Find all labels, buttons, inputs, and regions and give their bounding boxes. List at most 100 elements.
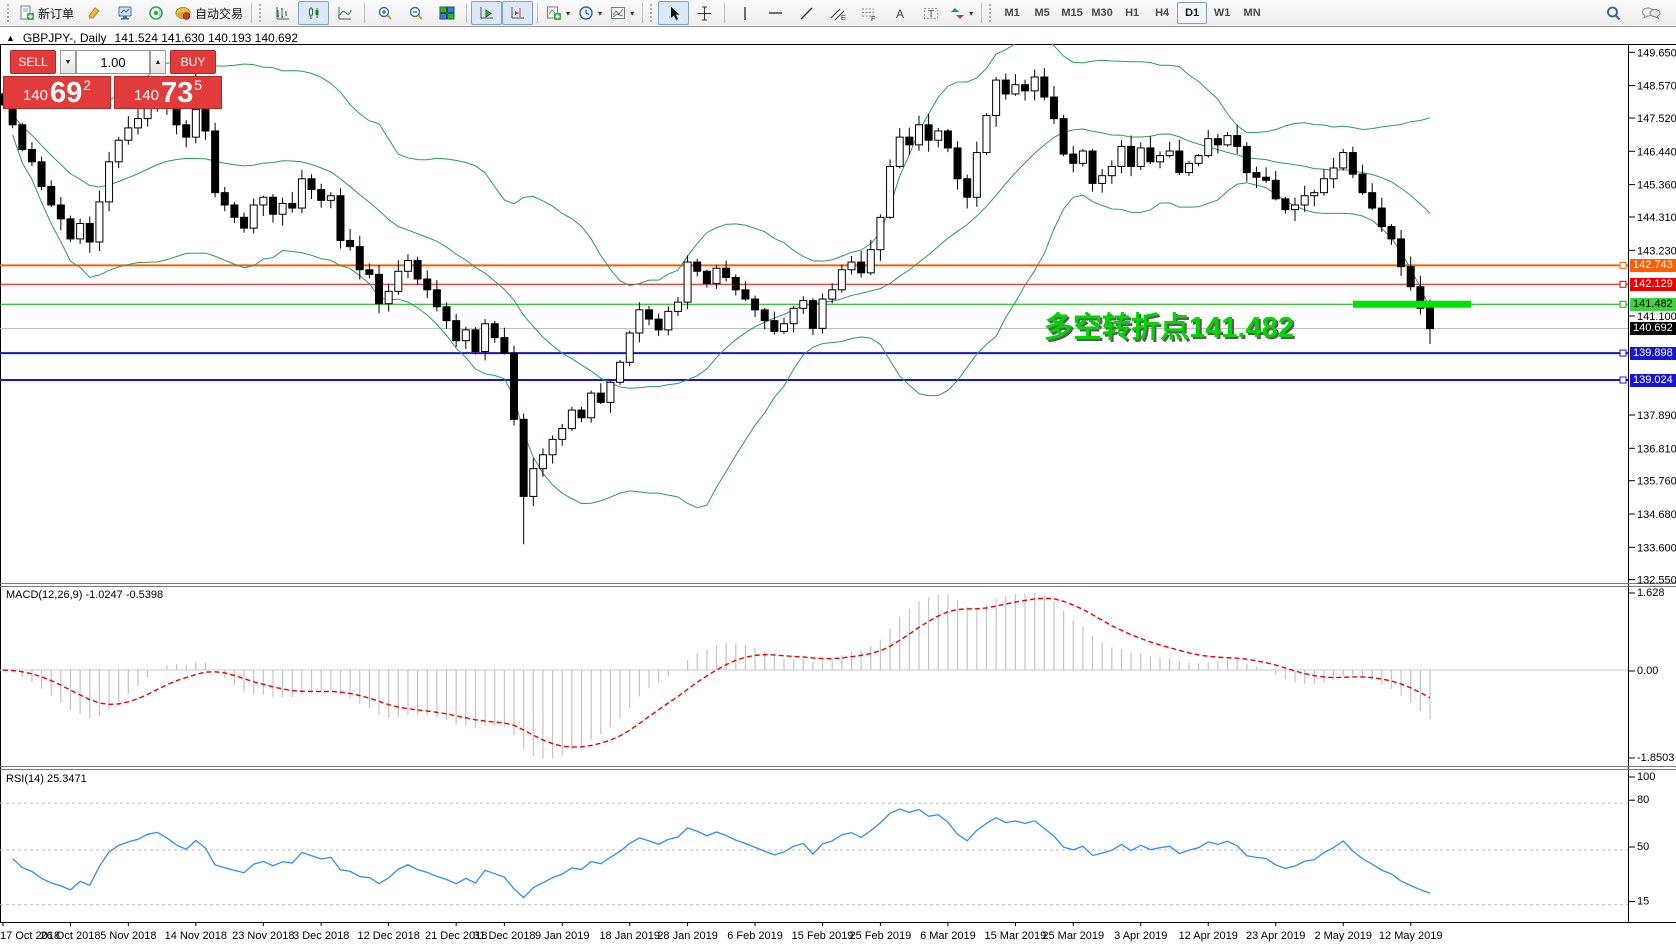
equidistant-channel-button[interactable]: E (822, 1, 853, 25)
svg-text:28 Jan 2019: 28 Jan 2019 (657, 930, 718, 942)
indicators-button[interactable]: ▾ (542, 1, 574, 25)
vertical-line-icon (743, 6, 746, 20)
indicators-icon (547, 6, 562, 20)
ohlc-readout: 141.524 141.630 140.193 140.692 (114, 31, 299, 45)
svg-text:26 Oct 2018: 26 Oct 2018 (41, 930, 101, 942)
arrows-button[interactable]: ▾ (946, 1, 977, 25)
highlighter-button[interactable] (78, 1, 109, 25)
rsi-panel[interactable] (0, 802, 1628, 906)
line-chart-button[interactable] (329, 1, 360, 25)
search-button[interactable] (1598, 1, 1629, 25)
macd-panel[interactable] (0, 593, 1628, 759)
svg-text:F: F (871, 16, 875, 21)
toolbar: 新订单 自动交易 (0, 0, 1676, 27)
timeframe-w1[interactable]: W1 (1213, 7, 1231, 19)
text-label-icon: T (923, 7, 938, 20)
autotrading-label: 自动交易 (195, 6, 244, 21)
main-price-panel[interactable] (0, 36, 1628, 545)
volume-input[interactable]: 1.00 (76, 50, 150, 74)
toolbar-separator (642, 3, 644, 23)
svg-text:12 Dec 2018: 12 Dec 2018 (357, 930, 419, 942)
zoom-out-button[interactable] (400, 1, 431, 25)
timeframe-d1[interactable]: D1 (1177, 2, 1208, 24)
svg-text:14 Nov 2018: 14 Nov 2018 (165, 930, 227, 942)
autotrading-button[interactable]: 自动交易 (171, 1, 247, 25)
candlestick-chart-button[interactable] (298, 1, 330, 25)
collapse-arrow-icon[interactable]: ▲ (6, 33, 15, 43)
hline-handle[interactable] (1619, 349, 1627, 357)
timeframe-m15[interactable]: M15 (1061, 7, 1083, 19)
buy-button[interactable]: BUY (170, 50, 216, 74)
hline-handle[interactable] (1619, 300, 1627, 308)
chart-shift-button[interactable] (502, 1, 534, 25)
volume-decrease-button[interactable]: ▼ (60, 50, 76, 74)
timeframe-h4[interactable]: H4 (1155, 7, 1170, 19)
tile-windows-button[interactable] (431, 1, 462, 25)
macd-label: MACD(12,26,9) -1.0247 -0.5398 (6, 589, 163, 601)
trade-panel-controls: SELL ▼ 1.00 ▲ BUY (10, 50, 216, 74)
svg-text:136.810: 136.810 (1637, 443, 1676, 455)
cursor-button[interactable] (658, 1, 690, 25)
svg-text:144.310: 144.310 (1637, 212, 1676, 224)
svg-text:12 Apr 2019: 12 Apr 2019 (1179, 930, 1238, 942)
pivot-highlight-bar[interactable] (1353, 300, 1471, 308)
chart-shift-icon (511, 7, 524, 19)
text-label-button[interactable]: T (915, 1, 946, 25)
line-chart-icon (338, 7, 352, 20)
buy-price-prefix: 140 (133, 87, 159, 104)
svg-text:5 Nov 2018: 5 Nov 2018 (100, 930, 156, 942)
chart-canvas[interactable]: 149.650 148.570 147.520 146.440 145.360 144.3… (0, 28, 1676, 949)
macd-histogram (12, 593, 1431, 759)
svg-text:3 Dec 2018: 3 Dec 2018 (293, 930, 349, 942)
candles-layer (0, 68, 1434, 545)
svg-text:E: E (841, 15, 846, 21)
volume-increase-button[interactable]: ▲ (150, 50, 166, 74)
timeframe-m1[interactable]: M1 (1004, 7, 1020, 19)
hline-handle[interactable] (1619, 261, 1627, 269)
svg-text:3 Apr 2019: 3 Apr 2019 (1114, 930, 1167, 942)
periods-button[interactable]: ▾ (574, 1, 606, 25)
pivot-annotation[interactable]: 多空转折点141.482 (1044, 312, 1294, 344)
fibonacci-button[interactable]: F (853, 1, 884, 25)
toolbar-grip (650, 4, 655, 22)
sell-price[interactable]: 140 69 2 (3, 76, 111, 109)
rsi-label: RSI(14) 25.3471 (6, 773, 87, 785)
timeframe-m5[interactable]: M5 (1034, 7, 1050, 19)
chart-area[interactable]: 149.650 148.570 147.520 146.440 145.360 144.3… (0, 28, 1676, 949)
symbol-period-label: GBPJPY-, Daily (22, 31, 107, 45)
hline-handle[interactable] (1619, 376, 1627, 384)
toolbar-separator (981, 3, 983, 23)
crosshair-button[interactable] (689, 1, 720, 25)
timeframe-h1[interactable]: H1 (1125, 7, 1140, 19)
auto-scroll-button[interactable] (471, 1, 503, 25)
tile-windows-icon (439, 6, 455, 20)
svg-text:2 May 2019: 2 May 2019 (1314, 930, 1371, 942)
periods-icon (579, 6, 593, 20)
toolbar-separator (466, 3, 468, 23)
svg-text:18 Jan 2019: 18 Jan 2019 (599, 930, 660, 942)
chat-button[interactable] (1635, 1, 1666, 25)
horizontal-line-button[interactable] (760, 1, 791, 25)
svg-text:135.760: 135.760 (1637, 476, 1676, 488)
zoom-in-button[interactable] (369, 1, 400, 25)
hline-handle[interactable] (1619, 280, 1627, 288)
sell-button[interactable]: SELL (10, 50, 56, 74)
svg-text:80: 80 (1637, 794, 1649, 806)
templates-button[interactable]: ▾ (606, 1, 638, 25)
new-order-button[interactable]: 新订单 (15, 1, 78, 25)
svg-text:25 Feb 2019: 25 Feb 2019 (850, 930, 912, 942)
timeframe-m30[interactable]: M30 (1091, 7, 1113, 19)
publish-button[interactable] (109, 1, 140, 25)
svg-text:6 Mar 2019: 6 Mar 2019 (920, 930, 976, 942)
vertical-line-button[interactable] (729, 1, 760, 25)
timeframe-mn[interactable]: MN (1243, 7, 1261, 19)
svg-text:A: A (896, 7, 904, 21)
svg-text:134.680: 134.680 (1637, 509, 1676, 521)
text-button[interactable]: A (884, 1, 915, 25)
trendline-button[interactable] (791, 1, 822, 25)
signal-button[interactable] (140, 1, 171, 25)
signal-icon (148, 6, 163, 20)
svg-text:6 Feb 2019: 6 Feb 2019 (727, 930, 783, 942)
bar-chart-button[interactable] (267, 1, 298, 25)
buy-price[interactable]: 140 73 5 (114, 76, 222, 109)
